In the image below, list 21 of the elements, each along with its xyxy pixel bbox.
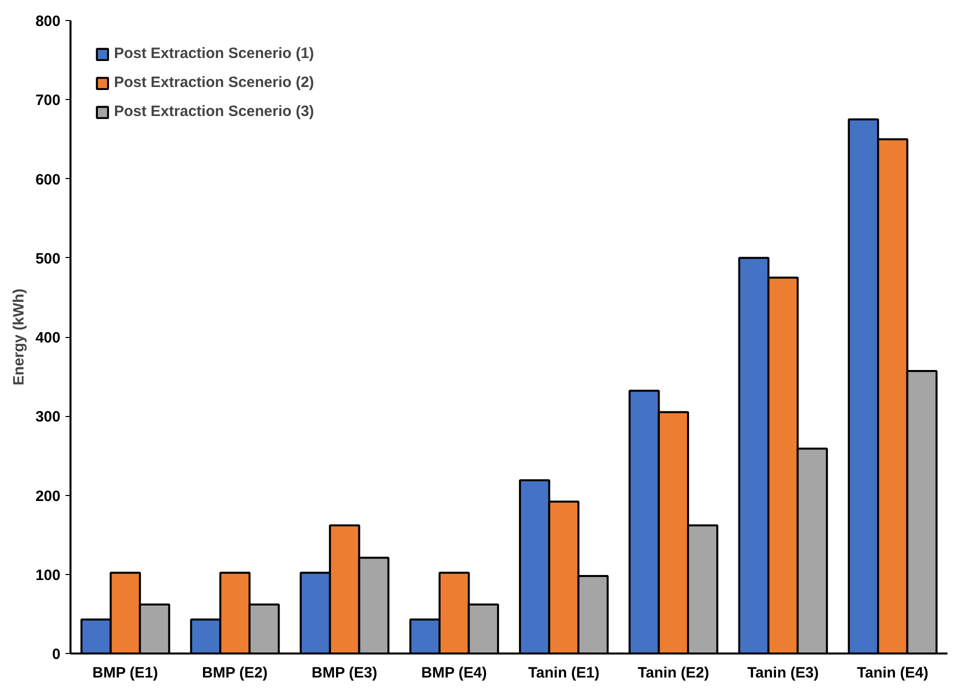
y-tick-label: 800 <box>35 13 61 30</box>
x-tick-label: Tanin (E4) <box>856 664 928 682</box>
y-axis-title: Energy (kWh) <box>10 288 28 386</box>
legend-label: Post Extraction Scenerio (3) <box>114 103 314 120</box>
x-tick-label: Tanin (E2) <box>638 664 710 682</box>
x-tick-label: BMP (E3) <box>312 664 378 682</box>
y-tick-label: 400 <box>35 330 61 346</box>
legend-label: Post Extraction Scenerio (2) <box>114 74 314 91</box>
x-tick-label: BMP (E4) <box>421 664 487 682</box>
y-tick-label: 700 <box>35 92 61 110</box>
y-tick-label: 300 <box>35 408 61 426</box>
y-tick-label: 600 <box>35 171 61 188</box>
y-tick-label: 200 <box>35 488 61 505</box>
y-tick-label: 500 <box>35 250 61 268</box>
y-tick-label: 0 <box>52 646 60 663</box>
x-tick-label: Tanin (E1) <box>528 664 600 682</box>
y-tick-label: 100 <box>35 566 61 584</box>
x-tick-label: BMP (E2) <box>202 664 268 682</box>
x-tick-label: Tanin (E3) <box>747 664 819 682</box>
legend-label: Post Extraction Scenerio (1) <box>114 45 314 62</box>
x-tick-label: BMP (E1) <box>92 664 158 682</box>
